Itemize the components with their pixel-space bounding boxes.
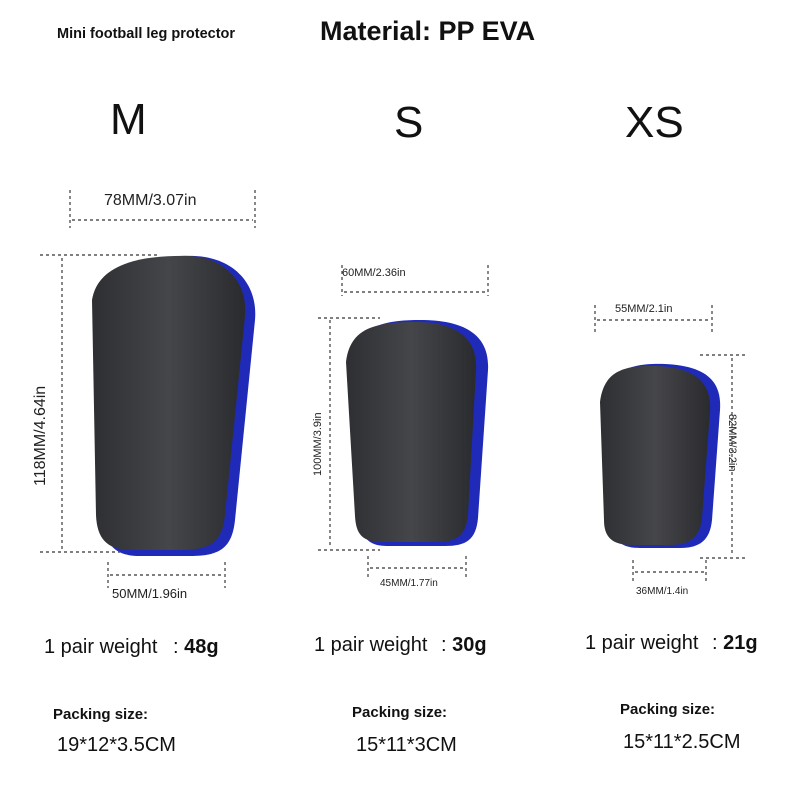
m-packing-label: Packing size:: [53, 706, 149, 723]
shin-guard-m: [92, 255, 256, 556]
s-packing-size: 15*11*3CM: [356, 734, 457, 756]
m-top-width: 78MM/3.07in: [104, 192, 197, 209]
m-packing-size: 19*12*3.5CM: [57, 734, 176, 756]
xs-weight-label: 1 pair weight: [585, 632, 699, 654]
xs-packing-label: Packing size:: [620, 701, 716, 718]
m-bottom-width: 50MM/1.96in: [112, 586, 188, 601]
size-label-s: S: [394, 98, 424, 147]
s-bottom-width: 45MM/1.77in: [380, 578, 438, 589]
xs-weight-separator: :: [711, 632, 718, 654]
s-weight-value: 30g: [452, 634, 487, 656]
m-weight-separator: :: [172, 636, 179, 658]
xs-top-width: 55MM/2.1in: [615, 303, 673, 315]
xs-weight-value: 21g: [723, 632, 758, 654]
xs-bottom-width: 36MM/1.4in: [636, 586, 689, 597]
xs-packing-size: 15*11*2.5CM: [623, 731, 741, 753]
s-top-width: 60MM/2.36in: [342, 267, 406, 279]
size-label-xs: XS: [625, 98, 684, 147]
m-weight: 1 pair weight : 48g: [44, 636, 219, 659]
xs-weight: 1 pair weight : 21g: [585, 632, 758, 655]
s-height: 100MM/3.9in: [312, 412, 324, 476]
size-label-m: M: [110, 95, 147, 144]
shin-guard-s: [346, 320, 489, 546]
shin-guard-xs: [600, 363, 721, 548]
s-weight: 1 pair weight : 30g: [314, 634, 487, 657]
xs-height: 82MM/3.2in: [726, 414, 738, 472]
s-packing-label: Packing size:: [352, 704, 448, 721]
dimension-guides: [40, 190, 748, 588]
material-title: Material: PP EVA: [320, 16, 536, 46]
product-name: Mini football leg protector: [57, 26, 236, 42]
m-weight-value: 48g: [184, 636, 219, 658]
s-weight-separator: :: [440, 634, 447, 656]
m-height: 118MM/4.64in: [32, 385, 49, 486]
m-weight-label: 1 pair weight: [44, 636, 158, 658]
s-weight-label: 1 pair weight: [314, 634, 428, 656]
